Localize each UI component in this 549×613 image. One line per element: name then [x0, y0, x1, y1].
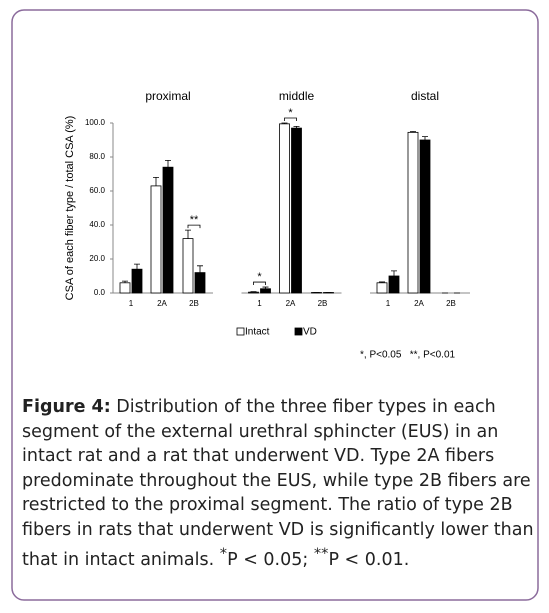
y-tick-label: 40.0 — [89, 220, 105, 229]
y-tick-label: 20.0 — [89, 254, 105, 263]
footnote-text: P < 0.05; — [227, 549, 309, 570]
x-tick-label: 2B — [189, 299, 199, 308]
y-tick-label: 80.0 — [89, 152, 105, 161]
significance-label: * — [288, 107, 293, 119]
x-tick-label: 1 — [129, 299, 134, 308]
caption-text: Distribution of the three fiber types in… — [22, 397, 534, 570]
error-bar — [185, 229, 191, 239]
error-bar — [293, 126, 300, 129]
caption-label: Figure 4: — [22, 397, 111, 417]
error-bar — [422, 136, 428, 140]
error-bar — [122, 280, 128, 283]
error-bar — [250, 291, 257, 293]
x-tick-label: 2A — [157, 299, 167, 308]
y-tick-label: 0.0 — [94, 288, 106, 297]
x-tick-label: 2A — [414, 299, 424, 308]
panel-title: proximal — [145, 89, 190, 103]
x-tick-label: 1 — [386, 299, 391, 308]
error-bar — [153, 177, 159, 186]
caption: Figure 4: Distribution of the three fibe… — [22, 395, 534, 572]
error-bar — [262, 286, 269, 289]
bar — [131, 268, 143, 294]
panel-title: middle — [279, 89, 315, 103]
bar — [182, 238, 194, 294]
panel-title: distal — [411, 89, 439, 103]
x-tick-label: 2A — [286, 299, 296, 308]
error-bar — [165, 160, 171, 168]
error-bar — [134, 263, 140, 270]
footnote-mark: ** — [313, 545, 329, 562]
x-tick-label: 2B — [446, 299, 456, 308]
error-bar — [410, 131, 416, 133]
error-bar — [391, 270, 397, 276]
legend-label: Intact — [245, 327, 270, 338]
significance-label: ** — [190, 214, 199, 226]
y-tick-label: 60.0 — [89, 186, 105, 195]
bar — [194, 272, 206, 294]
significance-bracket — [284, 117, 297, 121]
bar — [162, 166, 174, 294]
y-tick-label: 100.0 — [85, 118, 106, 127]
error-bar — [281, 122, 288, 124]
bar — [119, 282, 131, 294]
legend-swatch — [236, 327, 245, 336]
x-tick-label: 1 — [257, 299, 262, 308]
significance-bracket — [253, 281, 266, 286]
error-bar — [379, 281, 385, 283]
x-tick-label: 2B — [318, 299, 328, 308]
bar — [150, 185, 162, 294]
error-bar — [197, 265, 203, 273]
bar — [248, 291, 259, 294]
significance-bracket — [187, 224, 201, 229]
bar — [291, 127, 302, 294]
bar — [419, 139, 431, 294]
frame — [11, 9, 539, 601]
y-axis-label: CSA of each fiber type / total CSA (%) — [64, 116, 76, 301]
bar — [260, 288, 271, 294]
note: *, P<0.05 **, P<0.01 — [360, 350, 456, 361]
legend-label: VD — [303, 327, 317, 338]
bar — [407, 131, 419, 294]
significance-label: * — [257, 271, 262, 283]
footnote-mark: * — [219, 545, 228, 562]
footnote-text: P < 0.01. — [328, 549, 410, 570]
bar — [279, 123, 290, 294]
bar — [388, 275, 400, 294]
bar — [376, 282, 388, 294]
legend-swatch — [294, 327, 303, 336]
